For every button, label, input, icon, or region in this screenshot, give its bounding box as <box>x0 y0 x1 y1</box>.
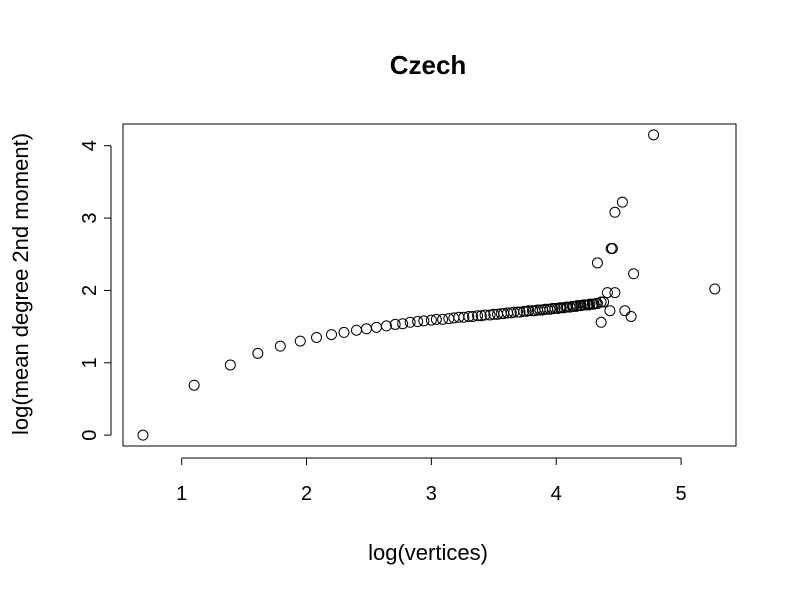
data-point <box>591 257 603 269</box>
data-point <box>437 313 449 325</box>
data-point <box>514 306 526 318</box>
data-point <box>570 300 582 312</box>
data-point <box>512 306 524 318</box>
data-point <box>598 296 610 308</box>
data-point <box>523 305 535 317</box>
data-point <box>595 296 607 308</box>
data-point <box>360 323 372 335</box>
data-point <box>472 310 484 322</box>
data-point <box>709 283 721 295</box>
data-point <box>484 309 496 321</box>
data-point <box>584 298 596 310</box>
data-point <box>583 299 595 311</box>
data-point <box>555 302 567 314</box>
data-point <box>350 324 362 336</box>
data-point <box>412 316 424 328</box>
data-point <box>311 331 323 343</box>
data-point <box>601 287 613 299</box>
data-point <box>619 305 631 317</box>
data-point <box>397 318 409 330</box>
data-point <box>370 321 382 333</box>
data-point <box>467 310 479 322</box>
x-tick-label: 4 <box>551 483 562 505</box>
data-point <box>616 196 628 208</box>
data-point <box>609 287 621 299</box>
data-point <box>605 242 617 254</box>
data-point <box>224 359 236 371</box>
chart-title: Czech <box>390 50 467 80</box>
y-tick-label: 4 <box>79 140 101 151</box>
y-tick-label: 1 <box>79 357 101 368</box>
data-point <box>137 429 149 441</box>
data-point <box>549 303 561 315</box>
data-point <box>546 303 558 315</box>
x-axis-label: log(vertices) <box>368 540 488 565</box>
data-point <box>325 329 337 341</box>
data-point <box>458 311 470 323</box>
data-point <box>609 206 621 218</box>
data-point <box>274 340 286 352</box>
data-point <box>430 313 442 325</box>
data-point <box>188 379 200 391</box>
x-tick-label: 3 <box>426 483 437 505</box>
y-tick-label: 2 <box>79 285 101 296</box>
data-point <box>604 305 616 317</box>
data-point <box>518 305 530 317</box>
data-point <box>595 316 607 328</box>
data-point <box>628 268 640 280</box>
data-point <box>475 310 487 322</box>
data-point <box>389 318 401 330</box>
y-tick-label: 0 <box>79 430 101 441</box>
data-point <box>252 347 264 359</box>
x-tick-label: 2 <box>301 483 312 505</box>
x-axis: 1 2 3 4 5 <box>176 457 687 505</box>
x-tick-label: 1 <box>176 483 187 505</box>
data-point <box>404 316 416 328</box>
x-tick-label: 5 <box>676 483 687 505</box>
plot-frame <box>122 123 737 447</box>
data-points <box>137 129 721 441</box>
data-point <box>463 310 475 322</box>
data-point <box>425 314 437 326</box>
data-point <box>579 299 591 311</box>
y-axis-label: log(mean degree 2nd moment) <box>8 133 33 435</box>
data-point <box>418 315 430 327</box>
data-point <box>479 309 491 321</box>
data-point <box>625 310 637 322</box>
y-axis: 0 1 2 3 4 <box>79 140 112 441</box>
data-point <box>648 129 660 141</box>
y-tick-label: 3 <box>79 213 101 224</box>
data-point <box>338 326 350 338</box>
data-point <box>294 335 306 347</box>
data-point <box>380 320 392 332</box>
